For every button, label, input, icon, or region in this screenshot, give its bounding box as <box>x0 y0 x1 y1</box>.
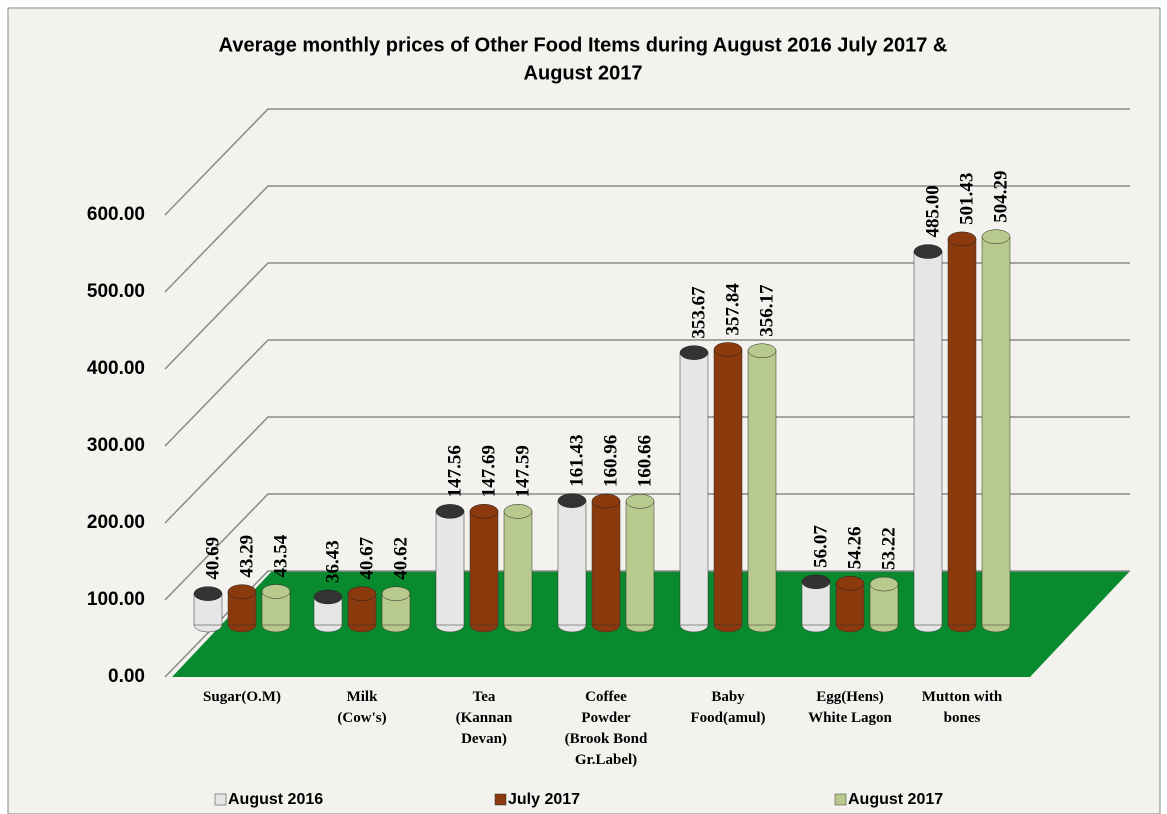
value-label: 504.29 <box>990 170 1011 222</box>
value-label: 40.62 <box>390 537 411 580</box>
value-label: 357.84 <box>722 283 743 336</box>
y-tick-label: 0.00 <box>108 666 145 687</box>
value-label: 43.54 <box>270 534 291 577</box>
grid-line <box>164 185 1130 293</box>
legend-label: August 2016 <box>228 791 323 808</box>
value-label: 147.56 <box>444 445 465 497</box>
bar-top <box>227 584 257 599</box>
bar-top <box>261 584 291 599</box>
x-tick-label: Egg(Hens) White Lagon <box>808 689 892 726</box>
y-tick-label: 200.00 <box>87 512 145 533</box>
y-tick-label: 100.00 <box>87 589 145 610</box>
bar <box>591 500 621 626</box>
bar-top <box>625 494 655 509</box>
value-label: 54.26 <box>844 526 865 569</box>
value-label: 353.67 <box>688 286 709 339</box>
bar-top <box>869 576 899 592</box>
bar-top <box>981 229 1011 244</box>
bar-top <box>947 231 977 247</box>
bar <box>679 352 709 626</box>
bar <box>435 511 465 626</box>
bar-top <box>381 586 411 601</box>
value-label: 53.22 <box>878 527 899 570</box>
bar-top <box>313 589 343 605</box>
bar-top <box>913 244 943 259</box>
value-label: 147.69 <box>478 445 499 497</box>
value-label: 40.69 <box>202 537 223 580</box>
bar <box>557 500 587 626</box>
bar-top <box>591 493 621 509</box>
y-tick-label: 300.00 <box>87 435 145 456</box>
legend-swatch <box>834 793 847 806</box>
grid-line <box>164 262 1130 370</box>
grid-line <box>164 108 1130 216</box>
value-label: 501.43 <box>956 173 977 225</box>
legend-label: July 2017 <box>508 791 580 808</box>
x-tick-label: Tea (Kannan Devan) <box>456 689 513 747</box>
bar <box>503 511 533 626</box>
bar-top <box>747 343 777 358</box>
x-tick-label: Mutton with bones <box>922 689 1003 726</box>
bar <box>625 501 655 626</box>
chart-subtitle: August 2017 <box>524 62 643 84</box>
bar <box>747 350 777 626</box>
bar-top <box>435 504 465 519</box>
value-label: 147.59 <box>512 445 533 497</box>
value-label: 356.17 <box>756 284 777 337</box>
bar-top <box>503 504 533 519</box>
bar-top <box>469 504 499 519</box>
grid-line <box>164 570 1130 678</box>
bar <box>713 349 743 626</box>
value-label: 40.67 <box>356 536 377 579</box>
x-tick-label: Sugar(O.M) <box>203 689 281 705</box>
legend-swatch <box>494 793 507 806</box>
bar-top <box>801 574 831 590</box>
y-tick-label: 600.00 <box>87 204 145 225</box>
value-label: 485.00 <box>922 185 943 237</box>
y-tick-label: 500.00 <box>87 281 145 302</box>
bar <box>469 511 499 626</box>
legend-swatch <box>214 793 227 806</box>
bar-top <box>557 493 587 508</box>
bar-top <box>679 345 709 360</box>
value-label: 160.66 <box>634 435 655 487</box>
bar-top <box>193 586 223 601</box>
x-tick-label: Coffee Powder (Brook Bond Gr.Label) <box>565 689 648 768</box>
plot: Sugar(O.M) 40.69 43.29 43.54 Milk (Cow's) 36.4… <box>193 170 1011 768</box>
bar <box>913 251 943 626</box>
chart-title: Average monthly prices of Other Food Ite… <box>219 34 948 56</box>
bar-top <box>713 342 743 357</box>
bar-top <box>835 575 865 591</box>
grid-line <box>164 493 1130 601</box>
y-tick-label: 400.00 <box>87 358 145 379</box>
bar <box>947 238 977 626</box>
grid-line <box>164 416 1130 524</box>
x-tick-label: Milk (Cow's) <box>337 689 386 726</box>
value-label: 161.43 <box>566 434 587 486</box>
value-label: 56.07 <box>810 525 831 568</box>
bar <box>981 236 1011 626</box>
value-label: 36.43 <box>322 540 343 583</box>
grid-line <box>164 339 1130 447</box>
x-tick-label: Baby Food(amul) <box>691 689 766 726</box>
value-label: 160.96 <box>600 435 621 487</box>
value-label: 43.29 <box>236 535 257 578</box>
bar-top <box>347 586 377 601</box>
legend-label: August 2017 <box>848 791 943 808</box>
